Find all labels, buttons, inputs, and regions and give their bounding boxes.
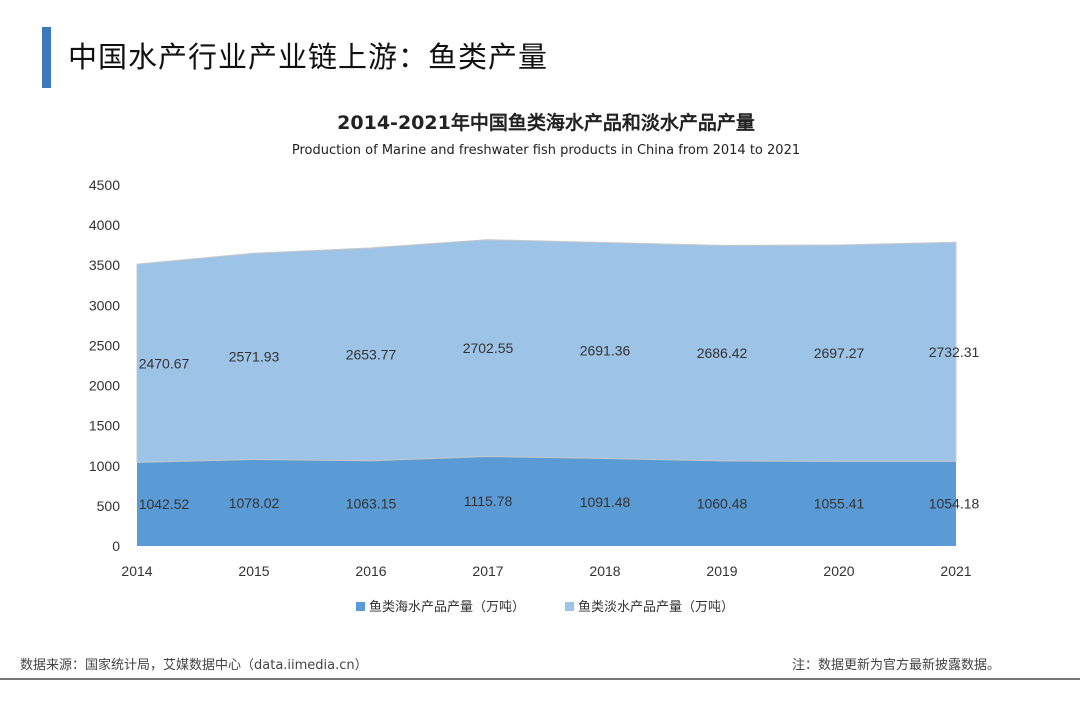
data-label: 1115.78 — [464, 493, 513, 509]
x-tick-label: 2015 — [238, 563, 269, 579]
legend-label: 鱼类海水产品产量（万吨） — [368, 600, 525, 615]
data-label: 1055.41 — [814, 496, 865, 512]
data-note: 注：数据更新为官方最新披露数据。 — [791, 658, 1000, 673]
data-label: 2691.36 — [580, 342, 631, 358]
x-tick-label: 2018 — [589, 563, 620, 579]
legend-label: 鱼类淡水产品产量（万吨） — [578, 600, 735, 615]
legend-item-freshwater: 鱼类淡水产品产量（万吨） — [565, 596, 734, 615]
y-tick-label: 4000 — [89, 217, 120, 233]
chart-subtitle: Production of Marine and freshwater fish… — [291, 143, 801, 158]
y-tick-label: 3000 — [89, 297, 120, 313]
x-tick-label: 2021 — [940, 563, 971, 579]
y-tick-label: 500 — [97, 498, 121, 514]
y-tick-label: 4500 — [89, 177, 120, 193]
area-marine — [137, 456, 956, 546]
x-tick-label: 2019 — [706, 563, 737, 579]
data-label: 1078.02 — [229, 495, 280, 511]
y-tick-label: 2500 — [89, 337, 120, 353]
chart-title: 2014-2021年中国鱼类海水产品和淡水产品产量 — [337, 112, 755, 134]
legend-swatch — [565, 602, 574, 611]
legend-item-marine: 鱼类海水产品产量（万吨） — [355, 596, 525, 615]
area-freshwater — [136, 239, 957, 463]
data-label: 2697.27 — [814, 345, 865, 361]
page-title: 中国水产行业产业链上游：鱼类产量 — [68, 40, 549, 74]
legend-swatch — [355, 602, 365, 611]
x-tick-label: 2014 — [121, 563, 152, 579]
data-label: 1042.52 — [139, 496, 190, 512]
data-label: 2470.67 — [139, 355, 190, 371]
x-tick-label: 2017 — [472, 563, 503, 579]
data-label: 1063.15 — [346, 495, 397, 511]
data-label: 2702.55 — [463, 340, 514, 356]
data-label: 2571.93 — [229, 348, 280, 364]
y-tick-label: 1500 — [89, 418, 120, 434]
y-tick-label: 0 — [112, 538, 120, 554]
y-tick-label: 3500 — [89, 257, 120, 273]
y-tick-label: 1000 — [89, 458, 120, 474]
title-accent-bar — [42, 27, 51, 88]
data-label: 1060.48 — [697, 495, 748, 511]
data-label: 2653.77 — [346, 346, 397, 362]
x-tick-label: 2020 — [823, 563, 854, 579]
data-label: 2686.42 — [697, 345, 748, 361]
data-label: 1091.48 — [580, 494, 631, 510]
legend: 鱼类海水产品产量（万吨） 鱼类淡水产品产量（万吨） — [0, 596, 1080, 615]
source-note: 数据来源：国家统计局，艾媒数据中心（data.iimedia.cn） — [20, 658, 368, 673]
data-label: 2732.31 — [929, 344, 980, 360]
footer-divider — [0, 678, 1080, 680]
data-label: 1054.18 — [929, 496, 980, 512]
x-tick-label: 2016 — [355, 563, 386, 579]
y-tick-label: 2000 — [89, 378, 120, 394]
